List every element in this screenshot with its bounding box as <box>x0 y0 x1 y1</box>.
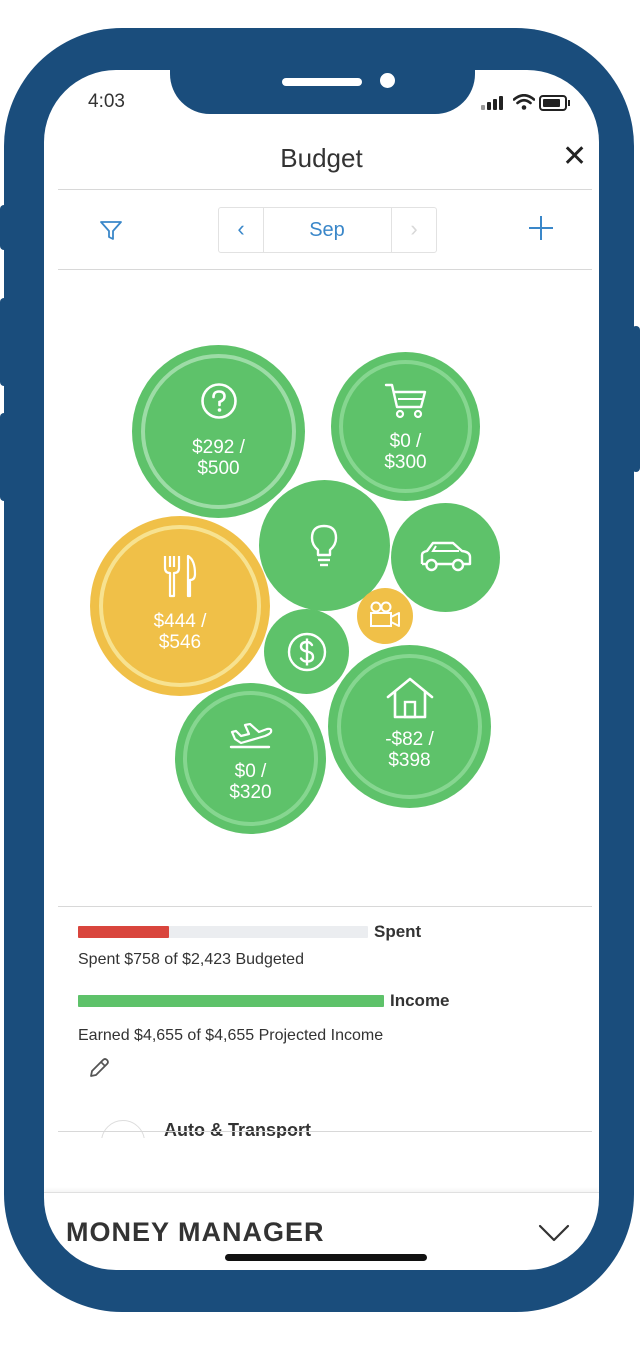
car-icon <box>420 541 472 572</box>
phone-side-button-right <box>632 326 640 472</box>
chevron-down-icon[interactable] <box>538 1223 570 1243</box>
header-divider <box>58 189 592 190</box>
spent-label: Spent <box>374 922 422 941</box>
category-label: Auto & Transport <box>164 1120 311 1138</box>
bubble-food-dining[interactable]: $444 /$546 <box>90 516 270 696</box>
bubble-amount: $0 /$320 <box>175 761 326 803</box>
spent-progress-bar <box>78 926 368 938</box>
budget-bubbles: $292 /$500 $0 /$300 <box>44 270 599 910</box>
bubble-progress-ring <box>337 654 482 799</box>
list-divider <box>58 1131 592 1132</box>
bubble-budget: $320 <box>229 782 272 803</box>
question-icon <box>201 383 237 419</box>
bubble-amount: $292 /$500 <box>132 437 305 479</box>
cart-icon <box>384 383 427 419</box>
bubble-amount: $444 /$546 <box>90 611 270 653</box>
pencil-icon[interactable] <box>87 1056 111 1080</box>
income-progress-bar <box>78 995 384 1007</box>
bubble-income[interactable] <box>264 609 349 694</box>
speaker-grille <box>282 78 362 86</box>
house-icon <box>386 677 434 719</box>
category-icon <box>101 1120 145 1138</box>
current-month-label: Sep <box>309 219 345 241</box>
next-month-button[interactable]: › <box>391 208 436 252</box>
page-title: Budget <box>280 143 363 173</box>
bubble-spent: $0 / <box>389 431 422 452</box>
footer-bar: MONEY MANAGER <box>44 1192 599 1270</box>
status-bar: 4:03 <box>44 70 599 130</box>
chart-divider <box>58 906 592 907</box>
video-camera-icon <box>370 601 400 627</box>
phone-side-button-left-1 <box>0 205 8 250</box>
status-time: 4:03 <box>88 91 125 112</box>
bubble-spent: $0 / <box>234 761 267 782</box>
phone-notch <box>170 70 475 114</box>
month-navigator: ‹ Sep › <box>218 207 437 253</box>
bubble-progress-ring <box>141 354 296 509</box>
bubble-spent: $292 / <box>192 437 245 458</box>
cellular-signal-icon <box>481 96 508 110</box>
front-camera <box>380 73 395 88</box>
bubble-budget: $500 <box>197 458 240 479</box>
bubble-budget: $398 <box>388 750 431 771</box>
bubble-home[interactable]: -$82 /$398 <box>328 645 491 808</box>
add-budget-icon[interactable] <box>529 216 553 240</box>
bubble-budget: $300 <box>384 452 427 473</box>
bubble-progress-ring <box>339 360 472 493</box>
bubble-progress-ring <box>99 525 261 687</box>
spent-progress-fill <box>78 926 169 938</box>
bubble-budget: $546 <box>158 632 202 653</box>
battery-icon <box>539 95 570 111</box>
bubble-travel[interactable]: $0 /$320 <box>175 683 326 834</box>
category-row-auto-transport[interactable]: Auto & Transport <box>44 1120 599 1138</box>
bubble-progress-ring <box>183 691 318 826</box>
footer-title: MONEY MANAGER <box>66 1217 325 1247</box>
toolbar-divider <box>58 269 592 270</box>
close-icon[interactable]: ✕ <box>562 140 588 173</box>
bubble-amount: -$82 /$398 <box>328 729 491 771</box>
bubble-shopping[interactable]: $0 /$300 <box>331 352 480 501</box>
app-screen: 4:03 Budget ✕ ‹ Sep › <box>44 70 599 1270</box>
bubble-amount: $0 /$300 <box>331 431 480 473</box>
fork-knife-icon <box>163 554 197 598</box>
income-progress-fill <box>78 995 384 1007</box>
income-summary-text: Earned $4,655 of $4,655 Projected Income <box>78 1027 384 1044</box>
bubble-bills[interactable] <box>259 480 390 611</box>
bubble-auto-transport[interactable] <box>391 503 500 612</box>
bubble-spent: -$82 / <box>385 729 434 750</box>
income-label: Income <box>390 991 450 1010</box>
filter-icon[interactable] <box>100 221 122 241</box>
wifi-icon <box>513 94 535 110</box>
spent-summary-text: Spent $758 of $2,423 Budgeted <box>78 951 304 968</box>
previous-month-button[interactable]: ‹ <box>219 208 264 252</box>
phone-side-button-left-2 <box>0 298 8 386</box>
airplane-icon <box>229 723 273 749</box>
bubble-uncategorized[interactable]: $292 /$500 <box>132 345 305 518</box>
home-indicator[interactable] <box>225 1254 427 1261</box>
bubble-entertainment[interactable] <box>357 588 413 644</box>
lightbulb-icon <box>310 524 338 567</box>
dollar-icon <box>287 632 327 672</box>
bubble-spent: $444 / <box>153 611 207 632</box>
phone-side-button-left-3 <box>0 413 8 501</box>
